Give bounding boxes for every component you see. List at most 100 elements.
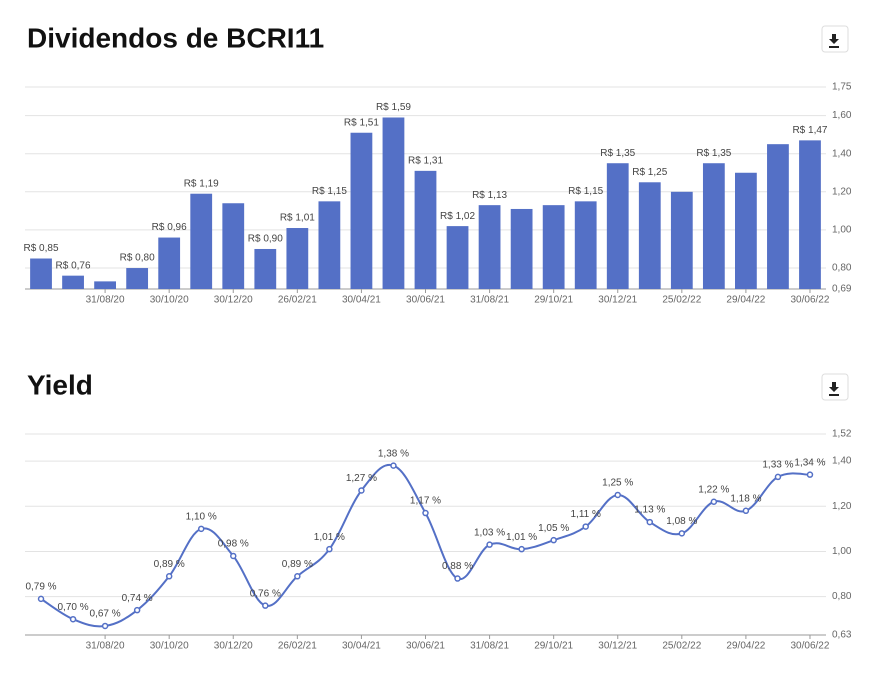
data-label: R$ 1,31	[408, 155, 443, 166]
bar	[478, 205, 501, 289]
point	[518, 545, 525, 553]
bar	[190, 193, 213, 289]
x-tick-label: 25/02/22	[662, 641, 701, 652]
bar	[510, 208, 533, 289]
point	[262, 602, 269, 609]
point	[486, 541, 493, 548]
point	[358, 487, 365, 494]
x-tick-label: 30/06/21	[406, 295, 445, 306]
data-label: 1,01 %	[506, 532, 537, 543]
y-tick-label: 0,80	[832, 263, 852, 274]
point	[165, 573, 173, 580]
point	[646, 518, 654, 526]
x-tick-label: 30/10/20	[150, 641, 189, 652]
x-tick-label: 29/04/22	[726, 295, 765, 306]
data-label: 0,89 %	[154, 559, 185, 570]
data-label: 1,25 %	[602, 478, 633, 489]
data-label: R$ 1,15	[312, 186, 347, 197]
data-label: 1,17 %	[410, 496, 441, 507]
bar	[222, 203, 245, 289]
y-tick-label: 1,20	[832, 186, 852, 197]
y-tick-label: 1,00	[832, 225, 852, 236]
x-tick-label: 30/10/20	[150, 295, 189, 306]
y-tick-label: 1,20	[832, 501, 852, 512]
data-label: R$ 1,19	[184, 178, 219, 189]
x-tick-label: 25/02/22	[662, 295, 701, 306]
x-tick-label: 30/12/20	[214, 641, 253, 652]
point	[774, 473, 782, 481]
bar	[702, 163, 725, 289]
download-button[interactable]	[821, 373, 849, 401]
y-tick-label: 1,40	[832, 456, 852, 467]
data-label: 1,22 %	[698, 484, 729, 495]
data-label: R$ 1,15	[568, 186, 603, 197]
bar	[158, 237, 181, 289]
data-label: 1,03 %	[474, 527, 505, 538]
point	[326, 545, 333, 553]
data-label: 0,98 %	[218, 539, 249, 550]
data-label: 1,11 %	[571, 509, 601, 520]
data-label: 0,76 %	[250, 588, 281, 599]
data-label: 1,18 %	[730, 493, 761, 504]
bar	[542, 205, 565, 289]
chart-title: Yield	[27, 369, 93, 400]
x-tick-label: 31/08/20	[86, 641, 125, 652]
y-tick-label: 1,52	[832, 429, 852, 440]
point	[197, 525, 205, 533]
x-tick-label: 30/12/20	[214, 295, 253, 306]
data-label: R$ 0,76	[56, 260, 91, 271]
data-label: 0,89 %	[282, 559, 313, 570]
data-label: 0,74 %	[122, 593, 153, 604]
y-tick-label: 0,69	[832, 284, 852, 295]
data-label: 1,01 %	[314, 532, 345, 543]
x-tick-label: 30/06/22	[791, 295, 830, 306]
data-label: 0,70 %	[57, 602, 88, 613]
bar	[799, 140, 821, 289]
x-tick-label: 30/06/21	[406, 641, 445, 652]
data-label: R$ 0,90	[248, 234, 283, 245]
data-label: 1,34 %	[794, 457, 825, 468]
bar	[735, 172, 757, 289]
download-button[interactable]	[821, 25, 849, 53]
point	[101, 622, 109, 630]
line	[40, 463, 811, 628]
point	[710, 498, 718, 506]
data-label: 1,13 %	[634, 505, 665, 516]
data-label: 0,88 %	[442, 561, 473, 572]
x-tick-label: 31/08/21	[470, 641, 509, 652]
data-label: R$ 1,59	[376, 102, 411, 113]
data-label: 1,27 %	[346, 473, 377, 484]
point	[742, 507, 750, 515]
data-label: R$ 0,96	[152, 222, 187, 233]
x-tick-label: 31/08/20	[86, 295, 125, 306]
x-tick-label: 29/10/21	[534, 295, 573, 306]
bar	[446, 226, 469, 289]
point	[390, 462, 397, 469]
point	[230, 552, 237, 560]
bar	[318, 201, 341, 289]
bar	[126, 268, 149, 289]
point	[294, 573, 301, 580]
data-label: R$ 1,51	[344, 117, 379, 128]
bar	[574, 201, 597, 289]
bar	[670, 191, 693, 289]
x-tick-label: 30/04/21	[342, 641, 381, 652]
data-label: 1,38 %	[378, 448, 409, 459]
data-label: 1,33 %	[762, 460, 793, 471]
point	[422, 509, 429, 517]
data-label: R$ 1,13	[472, 190, 507, 201]
y-tick-label: 1,75	[832, 82, 852, 93]
y-tick-label: 0,80	[832, 591, 852, 602]
bar	[94, 281, 116, 289]
data-label: R$ 1,01	[280, 213, 315, 224]
data-label: R$ 1,35	[600, 148, 635, 159]
bar	[254, 248, 277, 289]
x-tick-label: 29/10/21	[534, 641, 573, 652]
data-label: R$ 0,80	[120, 253, 155, 264]
data-label: 0,67 %	[90, 609, 121, 620]
bar	[767, 144, 789, 289]
x-tick-label: 30/12/21	[598, 641, 637, 652]
point	[582, 523, 589, 530]
point	[454, 575, 461, 582]
bar	[350, 132, 373, 289]
